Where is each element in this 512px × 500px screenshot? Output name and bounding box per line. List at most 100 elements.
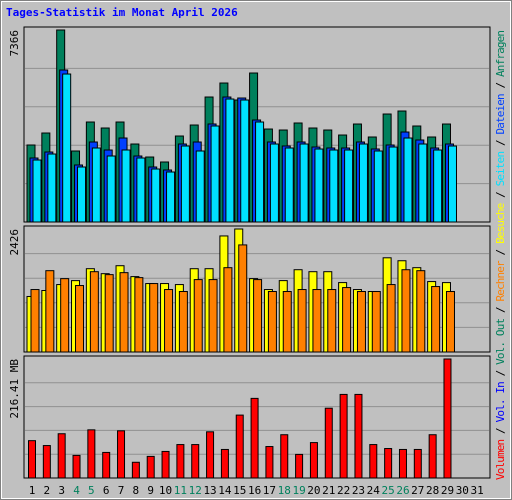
legend-separator: / bbox=[494, 76, 507, 94]
bar bbox=[134, 277, 144, 353]
bar bbox=[30, 289, 40, 353]
bar bbox=[413, 448, 422, 479]
bar bbox=[445, 291, 455, 353]
bar bbox=[388, 146, 398, 223]
legend-entry: Rechner bbox=[494, 260, 507, 302]
bar bbox=[131, 461, 140, 479]
bar bbox=[265, 446, 274, 479]
x-tick-label: 11 bbox=[174, 484, 187, 497]
bar bbox=[329, 149, 339, 223]
bar bbox=[223, 267, 233, 353]
bar bbox=[121, 149, 131, 223]
bar bbox=[45, 270, 55, 353]
legend-entry: Volumen bbox=[494, 439, 507, 480]
x-tick-label: 3 bbox=[58, 484, 65, 497]
bar bbox=[32, 159, 42, 223]
legend-separator: / bbox=[494, 134, 507, 152]
x-tick-label: 2 bbox=[44, 484, 51, 497]
bar bbox=[403, 137, 413, 223]
x-tick-label: 20 bbox=[307, 484, 320, 497]
bar bbox=[195, 150, 205, 223]
bar bbox=[208, 279, 218, 353]
legend-separator: / bbox=[494, 185, 507, 203]
x-tick-label: 28 bbox=[426, 484, 439, 497]
bar bbox=[416, 270, 426, 353]
x-tick-label: 10 bbox=[159, 484, 172, 497]
legend-separator: / bbox=[494, 422, 507, 440]
legend: Volumen / Vol. In / Vol. Out / Rechner /… bbox=[494, 30, 507, 480]
bar bbox=[447, 145, 457, 223]
x-tick-label: 4 bbox=[73, 484, 80, 497]
bar bbox=[220, 448, 229, 479]
x-tick-label: 18 bbox=[278, 484, 291, 497]
bar bbox=[255, 121, 265, 223]
bar bbox=[57, 433, 66, 479]
bar bbox=[60, 278, 70, 353]
x-tick-label: 19 bbox=[292, 484, 305, 497]
bar bbox=[106, 155, 116, 223]
legend-entry: Vol. Out bbox=[494, 318, 507, 365]
x-tick-label: 27 bbox=[411, 484, 424, 497]
x-tick-label: 14 bbox=[218, 484, 232, 497]
bar bbox=[384, 448, 393, 479]
x-tick-label: 13 bbox=[203, 484, 216, 497]
bar bbox=[191, 444, 200, 479]
x-tick-label: 31 bbox=[471, 484, 484, 497]
bar bbox=[299, 143, 309, 223]
bar bbox=[62, 73, 72, 223]
x-tick-label: 23 bbox=[352, 484, 365, 497]
bar bbox=[164, 289, 174, 353]
x-tick-label: 1 bbox=[29, 484, 36, 497]
x-tick-label: 30 bbox=[456, 484, 469, 497]
bar bbox=[75, 285, 85, 353]
bar bbox=[297, 289, 307, 353]
bar bbox=[344, 149, 354, 223]
bar bbox=[117, 430, 126, 479]
bar bbox=[193, 279, 203, 353]
bar bbox=[373, 150, 383, 223]
bar bbox=[225, 98, 235, 223]
legend-entry: Anfragen bbox=[494, 30, 507, 77]
bar bbox=[433, 149, 443, 223]
x-tick-label: 9 bbox=[147, 484, 154, 497]
bar bbox=[282, 291, 292, 353]
x-tick-label: 15 bbox=[233, 484, 246, 497]
bar bbox=[309, 442, 318, 479]
x-tick-label: 7 bbox=[118, 484, 125, 497]
bar bbox=[77, 166, 87, 223]
bar bbox=[339, 393, 348, 479]
bar bbox=[314, 148, 324, 223]
bar bbox=[386, 284, 396, 353]
bar bbox=[166, 171, 176, 223]
bar bbox=[342, 287, 352, 353]
legend-entry: Dateien bbox=[494, 93, 507, 134]
bar bbox=[102, 451, 111, 479]
bar bbox=[443, 358, 452, 479]
legend-entry: Seiten bbox=[494, 151, 507, 186]
bar bbox=[327, 289, 337, 353]
bar bbox=[356, 291, 366, 353]
legend-separator: / bbox=[494, 364, 507, 382]
legend-entry: Besuche bbox=[494, 203, 507, 244]
bar bbox=[418, 143, 428, 223]
bar bbox=[87, 429, 96, 479]
bar bbox=[47, 153, 57, 223]
bar bbox=[149, 283, 159, 353]
x-tick-label: 26 bbox=[396, 484, 409, 497]
bar bbox=[312, 289, 322, 353]
bar bbox=[358, 143, 368, 223]
bar bbox=[28, 440, 36, 479]
y-tick-label: 216.41 MB bbox=[8, 359, 21, 419]
bar bbox=[398, 448, 407, 479]
bar bbox=[280, 434, 289, 479]
bar bbox=[235, 414, 244, 479]
x-tick-label: 8 bbox=[133, 484, 140, 497]
x-tick-label: 24 bbox=[367, 484, 381, 497]
bar bbox=[250, 397, 259, 479]
bar bbox=[119, 272, 129, 353]
bar bbox=[161, 450, 170, 479]
bar bbox=[295, 453, 304, 479]
bar bbox=[104, 274, 114, 353]
